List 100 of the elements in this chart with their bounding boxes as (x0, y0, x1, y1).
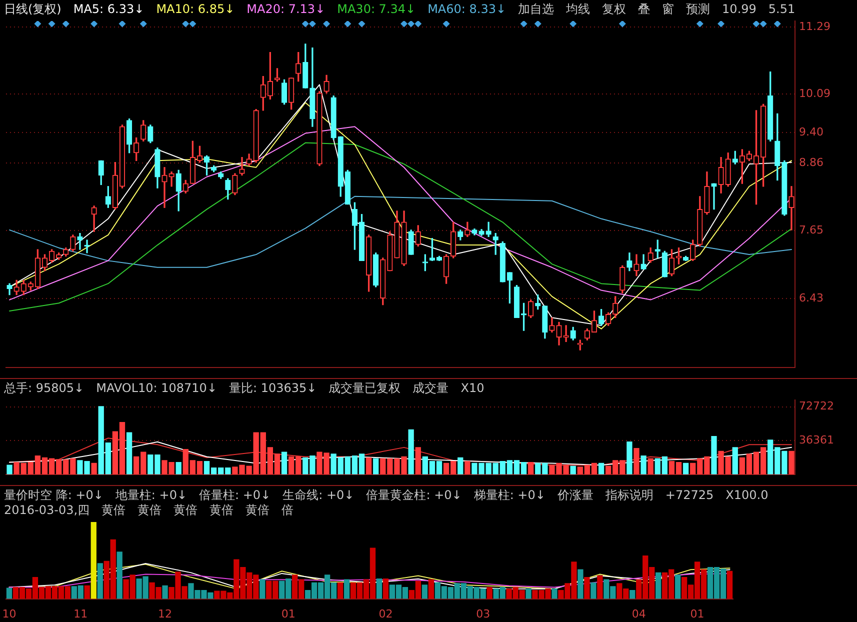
x-tick-label: 12 (158, 607, 172, 620)
bar (674, 574, 681, 599)
bar (486, 586, 492, 599)
text: 量价时空 降: +0↓ (4, 488, 104, 502)
x-tick-label: 10 (2, 607, 16, 620)
y-tick-label: 36361 (799, 433, 834, 446)
y-tick-label: 7.65 (799, 223, 824, 236)
bar (84, 585, 90, 599)
x-tick-label: 11 (74, 607, 88, 620)
text: 量比: 103635↓ (229, 381, 317, 396)
x-tick-label: 03 (476, 607, 490, 620)
bar (373, 458, 379, 474)
bar (634, 448, 640, 474)
bar (162, 585, 168, 599)
bar (597, 575, 603, 599)
x-tick-label: 02 (378, 607, 393, 620)
candlestick (77, 232, 83, 250)
text: 倍量柱: +0↓ (199, 488, 271, 502)
x-tick-label: 01 (281, 607, 296, 620)
chart-title: 日线(复权) (4, 2, 62, 16)
bar (640, 455, 646, 474)
bar (682, 462, 689, 474)
y-tick-label: 10.09 (799, 87, 830, 100)
bar (176, 462, 182, 474)
text: 黄倍 (246, 503, 270, 518)
bar (376, 578, 382, 599)
bar (648, 458, 654, 474)
bar (415, 447, 421, 474)
bar (590, 582, 596, 599)
bar (422, 584, 428, 599)
text: 黄倍 (174, 503, 198, 518)
bar (126, 432, 132, 474)
text: 指标说明 (604, 488, 654, 502)
bar (732, 447, 738, 474)
bar (344, 579, 350, 599)
candlestick (162, 167, 168, 208)
x-tick-label: 04 (632, 607, 646, 620)
bar (90, 522, 96, 599)
bar (116, 552, 122, 599)
text: 叠 (638, 2, 650, 16)
text: +72725 (665, 488, 714, 502)
text: MA30: 7.34↓ (337, 2, 416, 16)
text: 10.99 (722, 2, 756, 16)
bar (260, 579, 266, 599)
bar (6, 588, 12, 599)
text: X10 (460, 381, 484, 396)
bar (578, 569, 584, 599)
bar (428, 579, 434, 599)
y-tick-label: 11.29 (799, 20, 830, 34)
bar (626, 442, 632, 474)
text: 梯量柱: +0↓ (472, 488, 546, 502)
text: 成交量 (412, 381, 449, 396)
bar (366, 457, 372, 474)
y-tick-label: 8.86 (799, 156, 824, 169)
bar (570, 466, 576, 474)
bar (382, 578, 389, 599)
bar (598, 462, 604, 474)
bar (408, 429, 414, 474)
bar (6, 464, 12, 474)
bar (458, 457, 464, 474)
text: 黄倍 (102, 503, 126, 518)
text: MA20: 7.13↓ (246, 2, 326, 16)
text: MA60: 8.33↓ (428, 2, 506, 16)
y-tick-label: 6.43 (799, 292, 824, 305)
y-tick-label: 72722 (799, 400, 834, 413)
text: 预测 (686, 2, 710, 16)
bar (656, 572, 662, 599)
text: 总手: 95805↓ (3, 381, 84, 396)
y-tick-label: 9.40 (799, 126, 824, 139)
text: 黄倍 (210, 503, 234, 518)
bar (337, 582, 344, 599)
text: 窗 (662, 2, 674, 16)
bar (788, 450, 794, 474)
text: 黄倍 (138, 503, 162, 518)
text: X100.0 (726, 488, 768, 502)
bar (526, 588, 532, 599)
text: 地量柱: +0↓ (114, 488, 188, 502)
text: MA10: 6.85↓ (156, 2, 235, 16)
text: MA5: 6.33↓ (73, 2, 144, 16)
text: 生命线: +0↓ (282, 488, 354, 502)
bar (552, 588, 558, 599)
bar (281, 452, 288, 474)
text: 价涨量 (556, 488, 594, 502)
bar (726, 570, 733, 599)
text: 倍 (282, 503, 294, 518)
text: 2016-03-03,四 (4, 503, 90, 518)
bar (711, 436, 717, 474)
text: 倍量黄金柱: +0↓ (366, 488, 462, 502)
x-tick-label: 01 (690, 607, 704, 620)
text: 复权 (602, 2, 626, 16)
text: 成交量已复权 (328, 381, 401, 396)
text: 加自选 (518, 2, 554, 16)
text: 5.51 (768, 2, 796, 16)
bar (584, 576, 590, 599)
text: MAVOL10: 108710↓ (96, 381, 218, 396)
bar (464, 461, 470, 474)
bar (528, 462, 534, 474)
bar (97, 563, 103, 599)
text: 均线 (565, 2, 590, 16)
bar (630, 590, 636, 599)
